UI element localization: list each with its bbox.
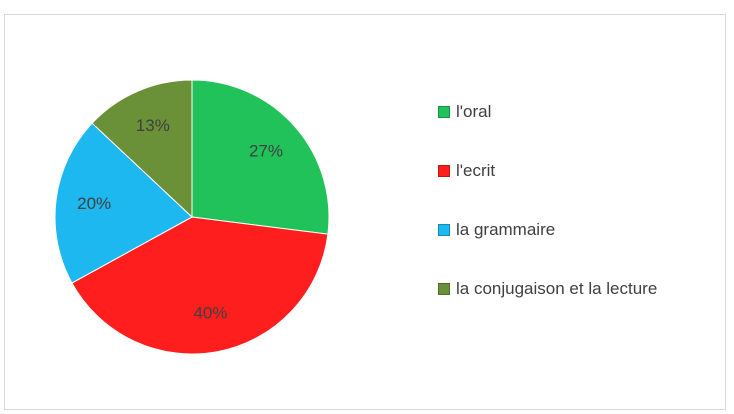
pie-slice — [71, 216, 329, 355]
legend-swatch — [438, 106, 450, 118]
data-label: 13% — [136, 116, 170, 135]
chart-frame — [4, 14, 726, 410]
legend-swatch — [438, 224, 450, 236]
legend-item: la grammaire — [438, 218, 668, 242]
pie-slice — [191, 79, 330, 235]
legend-label: la conjugaison et la lecture — [456, 279, 658, 298]
legend-label: l'oral — [456, 102, 492, 121]
legend: l'oral l'ecrit la grammaire la conjugaison … — [438, 100, 668, 336]
legend-label: l'ecrit — [456, 161, 496, 180]
legend-swatch — [438, 283, 450, 295]
data-label: 40% — [193, 303, 227, 322]
legend-item: la conjugaison et la lecture — [438, 277, 668, 301]
legend-item: l'oral — [438, 100, 668, 124]
legend-label: la grammaire — [456, 220, 556, 239]
data-label: 27% — [249, 141, 283, 160]
data-label: 20% — [77, 194, 111, 213]
pie-slice — [91, 79, 193, 219]
legend-swatch — [438, 165, 450, 177]
pie-slice — [54, 122, 193, 284]
legend-item: l'ecrit — [438, 159, 668, 183]
